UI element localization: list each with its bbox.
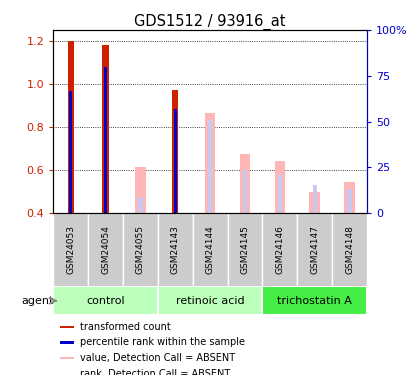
Text: agent: agent [21,296,54,306]
Text: control: control [86,296,125,306]
Bar [59,326,74,328]
Bar [344,182,354,213]
Bar [309,192,319,213]
Bar [69,92,72,213]
Text: trichostatin A: trichostatin A [276,296,351,306]
Text: GSM24055: GSM24055 [136,225,144,274]
Bar [239,154,249,213]
Bar [123,213,157,286]
Bar [104,67,107,213]
Bar [53,213,88,286]
Bar [207,120,212,213]
Title: GDS1512 / 93916_at: GDS1512 / 93916_at [134,14,285,30]
Bar [59,373,74,375]
Bar [262,213,297,286]
Text: percentile rank within the sample: percentile rank within the sample [80,338,244,347]
Bar [346,189,351,213]
Text: GSM24144: GSM24144 [205,225,214,274]
Bar [157,213,192,286]
Text: GSM24145: GSM24145 [240,225,249,274]
Bar [262,286,366,315]
Bar [88,213,123,286]
Text: retinoic acid: retinoic acid [175,296,244,306]
Text: rank, Detection Call = ABSENT: rank, Detection Call = ABSENT [80,369,229,375]
Bar [227,213,262,286]
Bar [138,197,142,213]
Bar [59,357,74,359]
Bar [331,213,366,286]
Text: transformed count: transformed count [80,322,170,332]
Bar [102,45,108,213]
Bar [173,109,176,213]
Bar [192,213,227,286]
Text: GSM24148: GSM24148 [344,225,353,274]
Bar [274,161,284,213]
Text: GSM24146: GSM24146 [275,225,283,274]
Text: GSM24053: GSM24053 [66,225,75,274]
Bar [59,341,74,344]
Bar [204,113,215,213]
Bar [53,286,157,315]
Bar [242,170,247,213]
Text: GSM24054: GSM24054 [101,225,110,274]
Text: GSM24143: GSM24143 [171,225,179,274]
Bar [312,185,316,213]
Bar [277,176,281,213]
Bar [67,41,74,213]
Text: value, Detection Call = ABSENT: value, Detection Call = ABSENT [80,353,234,363]
Bar [135,167,145,213]
Text: GSM24147: GSM24147 [310,225,318,274]
Bar [297,213,331,286]
Bar [157,286,262,315]
Bar [172,90,178,213]
